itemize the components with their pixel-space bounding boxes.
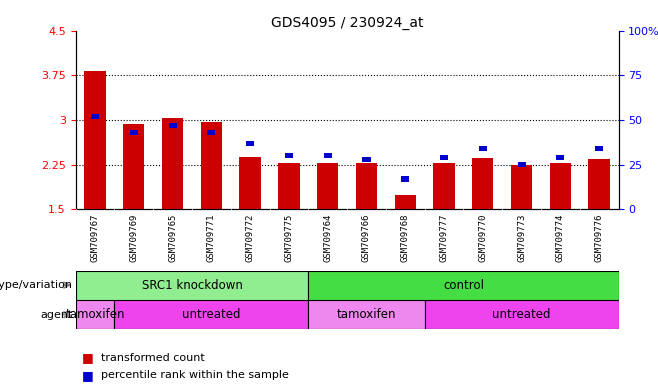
Text: GSM709777: GSM709777: [440, 214, 449, 262]
Text: GSM709772: GSM709772: [245, 214, 255, 262]
Bar: [285, 153, 293, 158]
Text: SRC1 knockdown: SRC1 knockdown: [141, 279, 242, 291]
Bar: [324, 153, 332, 158]
Bar: [472, 158, 494, 209]
Text: ■: ■: [82, 351, 94, 364]
Bar: [130, 130, 138, 135]
Bar: [76, 271, 309, 300]
Bar: [168, 122, 176, 128]
Bar: [401, 176, 409, 182]
Bar: [123, 124, 145, 209]
Text: GSM709768: GSM709768: [401, 214, 410, 262]
Bar: [595, 146, 603, 151]
Bar: [114, 300, 309, 329]
Bar: [434, 164, 455, 209]
Bar: [588, 159, 610, 209]
Bar: [424, 300, 619, 329]
Bar: [479, 146, 487, 151]
Text: GSM709764: GSM709764: [323, 214, 332, 262]
Bar: [440, 155, 448, 160]
Text: GSM709771: GSM709771: [207, 214, 216, 262]
Text: GSM709774: GSM709774: [556, 214, 565, 262]
Text: genotype/variation: genotype/variation: [0, 280, 72, 290]
Bar: [317, 163, 338, 209]
Bar: [162, 118, 184, 209]
Text: tamoxifen: tamoxifen: [65, 308, 125, 321]
Bar: [207, 130, 215, 135]
Text: GSM709770: GSM709770: [478, 214, 488, 262]
Bar: [309, 300, 424, 329]
Bar: [246, 141, 254, 146]
Bar: [76, 300, 114, 329]
Text: ■: ■: [82, 369, 94, 382]
Text: control: control: [443, 279, 484, 291]
Bar: [309, 271, 619, 300]
Text: GSM709775: GSM709775: [284, 214, 293, 262]
Bar: [91, 114, 99, 119]
Bar: [356, 163, 377, 209]
Text: GSM709766: GSM709766: [362, 214, 371, 262]
Text: untreated: untreated: [182, 308, 241, 321]
Title: GDS4095 / 230924_at: GDS4095 / 230924_at: [271, 16, 423, 30]
Text: tamoxifen: tamoxifen: [337, 308, 396, 321]
Bar: [363, 157, 370, 162]
Text: transformed count: transformed count: [101, 353, 205, 363]
Bar: [395, 195, 416, 209]
Bar: [518, 162, 526, 167]
Text: GSM709776: GSM709776: [595, 214, 603, 262]
Text: percentile rank within the sample: percentile rank within the sample: [101, 370, 289, 380]
Bar: [511, 165, 532, 209]
Bar: [549, 164, 571, 209]
Bar: [240, 157, 261, 209]
Text: GSM709773: GSM709773: [517, 214, 526, 262]
Bar: [278, 163, 299, 209]
Bar: [556, 155, 565, 160]
Text: agent: agent: [40, 310, 72, 320]
Text: GSM709769: GSM709769: [130, 214, 138, 262]
Text: untreated: untreated: [492, 308, 551, 321]
Text: GSM709767: GSM709767: [91, 214, 99, 262]
Bar: [201, 122, 222, 209]
Text: GSM709765: GSM709765: [168, 214, 177, 262]
Bar: [84, 71, 106, 209]
